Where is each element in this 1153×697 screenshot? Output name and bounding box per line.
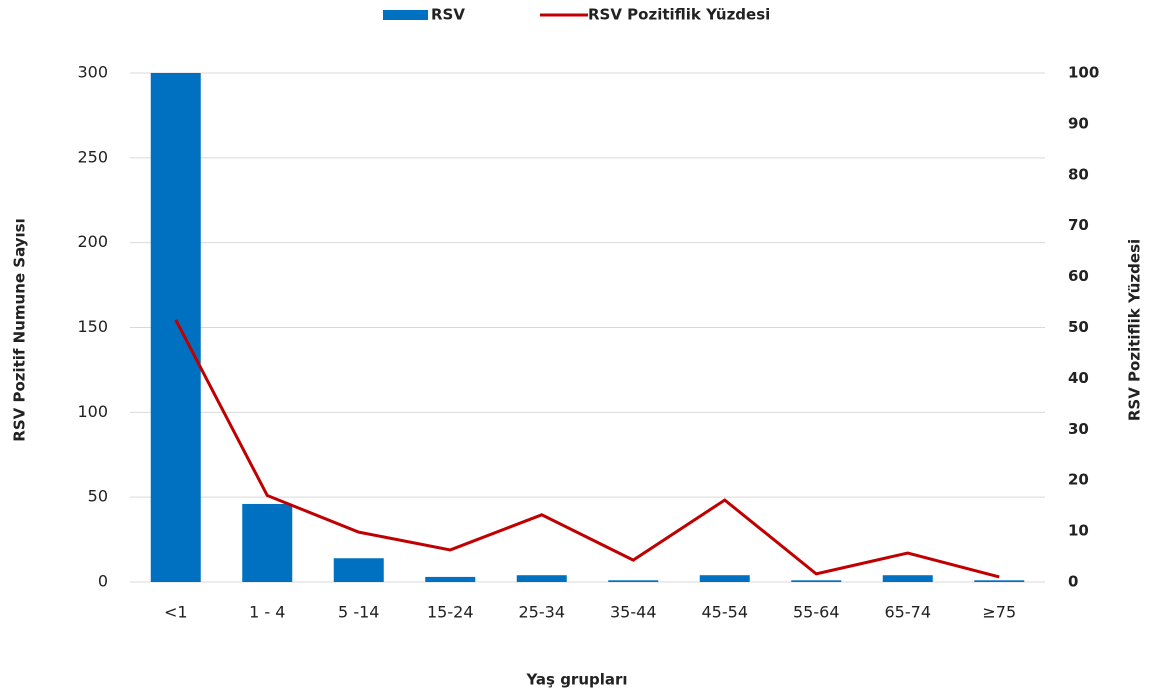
x-tick-label: 65-74 xyxy=(885,603,932,622)
legend-label: RSV Pozitiflik Yüzdesi xyxy=(588,6,770,24)
y-tick-label: 50 xyxy=(88,487,108,506)
bar xyxy=(333,558,384,582)
bar xyxy=(699,575,750,582)
bar xyxy=(425,576,476,582)
bar xyxy=(516,575,567,582)
y2-tick-label: 20 xyxy=(1068,471,1089,489)
y-tick-label: 300 xyxy=(77,63,108,82)
y2-tick-label: 80 xyxy=(1068,165,1089,183)
y2-tick-label: 70 xyxy=(1068,216,1089,234)
y2-tick-label: 50 xyxy=(1068,318,1089,336)
y-tick-label: 150 xyxy=(77,317,108,336)
x-tick-label: 35-44 xyxy=(610,603,657,622)
y2-tick-label: 40 xyxy=(1068,369,1089,387)
line xyxy=(174,319,1000,579)
y2-tick-label: 0 xyxy=(1068,573,1078,591)
x-tick-label: ≥75 xyxy=(982,603,1016,622)
y-tick-label: 250 xyxy=(77,147,108,166)
bar xyxy=(242,503,293,582)
x-tick-label: 5 -14 xyxy=(338,603,379,622)
bar xyxy=(791,580,842,582)
y-axis-title: RSV Pozitif Numune Sayısı xyxy=(11,218,29,441)
bar xyxy=(882,575,933,582)
bar xyxy=(974,580,1025,582)
y2-tick-label: 30 xyxy=(1068,420,1089,438)
y2-tick-label: 10 xyxy=(1068,522,1089,540)
x-axis-title: Yaş grupları xyxy=(525,671,627,689)
x-tick-label: 15-24 xyxy=(427,603,474,622)
y2-tick-label: 90 xyxy=(1068,114,1089,132)
y2-tick-label: 100 xyxy=(1068,64,1099,82)
x-tick-label: 55-64 xyxy=(793,603,840,622)
x-tick-label: 1 - 4 xyxy=(249,603,285,622)
y-tick-label: 200 xyxy=(77,232,108,251)
bar xyxy=(150,73,201,582)
y2-tick-label: 60 xyxy=(1068,267,1089,285)
bar xyxy=(608,580,659,582)
y2-axis-title: RSV Pozitiflik Yüzdesi xyxy=(1126,239,1144,421)
y-tick-label: 0 xyxy=(98,572,108,591)
x-tick-label: <1 xyxy=(164,603,188,622)
y-tick-label: 100 xyxy=(77,402,108,421)
x-tick-label: 25-34 xyxy=(519,603,566,622)
legend-label: RSV xyxy=(431,6,465,24)
legend-swatch xyxy=(383,10,428,20)
x-tick-label: 45-54 xyxy=(702,603,749,622)
